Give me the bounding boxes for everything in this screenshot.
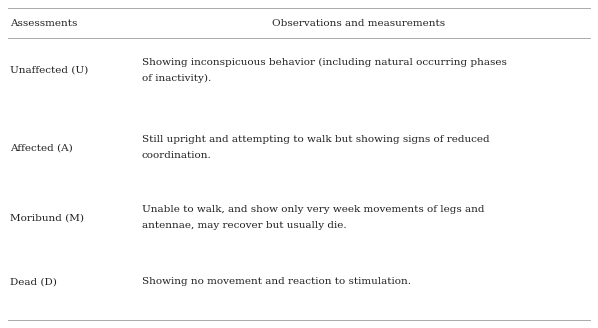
- Text: coordination.: coordination.: [142, 152, 212, 160]
- Text: Observations and measurements: Observations and measurements: [272, 19, 446, 29]
- Text: Assessments: Assessments: [10, 19, 77, 29]
- Text: Showing inconspicuous behavior (including natural occurring phases: Showing inconspicuous behavior (includin…: [142, 57, 507, 67]
- Text: Unable to walk, and show only very week movements of legs and: Unable to walk, and show only very week …: [142, 206, 484, 215]
- Text: Dead (D): Dead (D): [10, 277, 57, 286]
- Text: Still upright and attempting to walk but showing signs of reduced: Still upright and attempting to walk but…: [142, 135, 490, 145]
- Text: antennae, may recover but usually die.: antennae, may recover but usually die.: [142, 221, 347, 231]
- Text: of inactivity).: of inactivity).: [142, 73, 211, 83]
- Text: Unaffected (U): Unaffected (U): [10, 66, 89, 74]
- Text: Showing no movement and reaction to stimulation.: Showing no movement and reaction to stim…: [142, 277, 411, 286]
- Text: Affected (A): Affected (A): [10, 144, 73, 153]
- Text: Moribund (M): Moribund (M): [10, 214, 84, 222]
